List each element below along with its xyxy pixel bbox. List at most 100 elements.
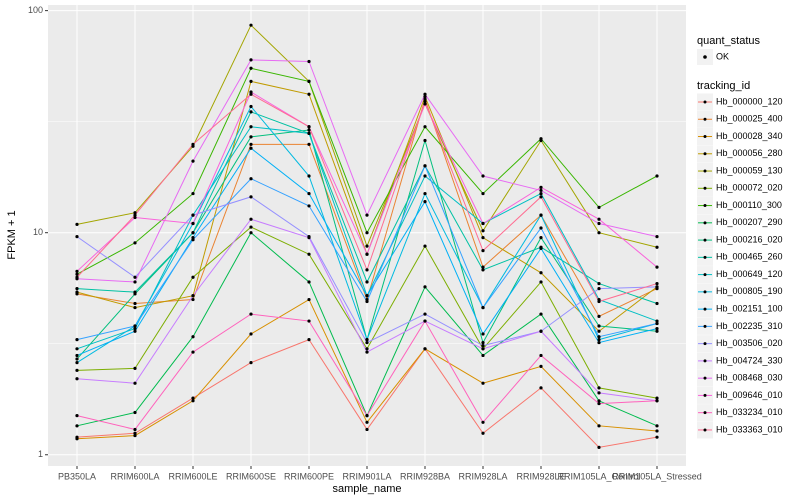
point — [481, 381, 485, 385]
point — [191, 335, 195, 339]
point — [365, 213, 369, 217]
legend-label: Hb_000465_260 — [716, 252, 783, 262]
point — [249, 58, 253, 62]
point — [597, 221, 601, 226]
point — [655, 319, 659, 323]
point — [597, 445, 601, 449]
point — [75, 287, 79, 291]
y-tick-label: 1 — [38, 449, 43, 459]
legend-dot — [703, 117, 707, 121]
point — [191, 159, 195, 163]
point — [307, 125, 311, 129]
legend-dot — [703, 411, 707, 415]
point — [365, 347, 369, 351]
point — [423, 138, 427, 143]
point — [539, 137, 543, 141]
point — [249, 79, 253, 84]
point — [597, 299, 601, 304]
point — [539, 353, 543, 358]
point — [539, 329, 543, 333]
point — [597, 338, 601, 342]
point — [597, 386, 601, 390]
legend-label: Hb_000216_020 — [716, 234, 783, 244]
point — [307, 128, 311, 132]
point — [597, 401, 601, 406]
legend: quant_status OK tracking_id Hb_000000_120 Hb… — [697, 35, 783, 439]
point — [655, 424, 659, 428]
x-tick-label: RRIM105LA_Control — [557, 471, 640, 481]
point — [307, 236, 311, 240]
point — [307, 92, 311, 96]
point — [191, 221, 195, 226]
point — [249, 135, 253, 139]
point — [597, 324, 601, 328]
legend-label: Hb_000025_400 — [716, 114, 783, 124]
legend-label: Hb_000110_300 — [716, 200, 782, 210]
x-tick-label: RRIM928LE — [516, 471, 565, 481]
point — [423, 97, 427, 101]
point — [133, 215, 137, 220]
point — [655, 321, 659, 326]
point — [75, 437, 79, 441]
x-axis-title: sample_name — [332, 483, 401, 495]
legend-dot — [703, 152, 707, 156]
point — [75, 222, 79, 226]
legend-dot — [703, 135, 707, 139]
legend-label: Hb_008468_030 — [716, 373, 783, 383]
point — [75, 269, 79, 273]
point — [597, 281, 601, 286]
point — [133, 211, 137, 215]
point — [307, 174, 311, 178]
point — [365, 244, 369, 248]
point — [249, 146, 253, 150]
axes: 1 10 100 PB350LA RRIM600LA RRIM600LE RRIM600SE… — [28, 5, 702, 481]
point — [423, 174, 427, 178]
point — [365, 340, 369, 345]
point — [307, 191, 311, 196]
point — [481, 332, 485, 336]
point — [307, 131, 311, 135]
point — [597, 205, 601, 209]
point — [307, 297, 311, 302]
x-tick-label: RRIM600SE — [226, 471, 276, 481]
point — [423, 102, 427, 106]
legend-label: Hb_000207_290 — [716, 217, 783, 227]
point — [481, 249, 485, 253]
point — [191, 294, 195, 298]
x-tick-label: RRIM600LE — [168, 471, 217, 481]
point — [75, 353, 79, 358]
point — [365, 280, 369, 284]
lines — [75, 23, 659, 449]
point — [481, 221, 485, 226]
point — [539, 195, 543, 199]
y-tick-label: 10 — [33, 227, 43, 237]
point — [133, 301, 137, 306]
point — [249, 23, 253, 27]
point — [249, 90, 253, 94]
point — [75, 357, 79, 361]
point — [191, 350, 195, 354]
point — [365, 299, 369, 304]
point — [133, 410, 137, 415]
point — [481, 431, 485, 435]
legend-label: Hb_000649_120 — [716, 269, 783, 279]
point — [191, 399, 195, 403]
point — [249, 217, 253, 221]
point — [365, 268, 369, 272]
point — [191, 297, 195, 302]
point — [133, 213, 137, 217]
point — [423, 99, 427, 104]
point — [133, 427, 137, 432]
legend-dot — [703, 428, 707, 432]
legend-dot — [703, 324, 707, 328]
point — [481, 353, 485, 358]
point — [249, 361, 253, 365]
point — [597, 391, 601, 395]
point — [249, 332, 253, 336]
point — [191, 191, 195, 196]
point — [655, 265, 659, 269]
point — [249, 125, 253, 129]
legend-title: quant_status — [697, 35, 760, 47]
x-tick-label: RRIM928BA — [400, 471, 450, 481]
point — [655, 301, 659, 306]
